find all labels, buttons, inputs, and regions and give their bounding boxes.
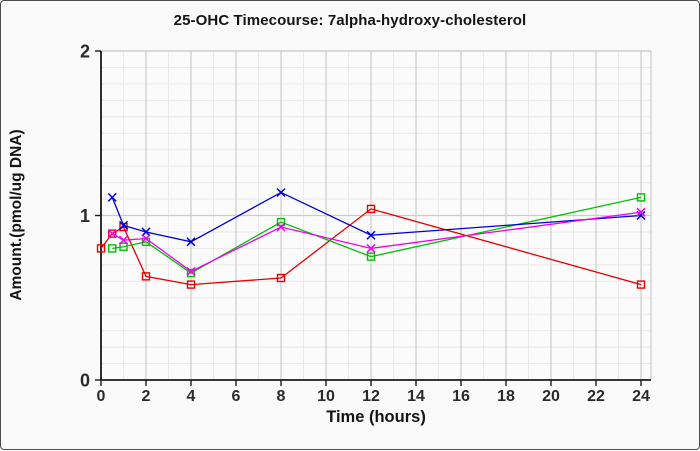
marker-x-magenta-x [276, 222, 286, 232]
x-tick-label: 24 [632, 388, 650, 405]
marker-square-green-squares [119, 242, 128, 251]
x-tick-label: 10 [317, 388, 335, 405]
y-tick-label: 1 [80, 206, 90, 226]
x-tick-label: 22 [587, 388, 605, 405]
x-tick-label: 16 [452, 388, 470, 405]
marker-x-magenta-x [118, 235, 129, 245]
x-tick-label: 18 [497, 388, 515, 405]
marker-x-magenta-x [107, 229, 117, 239]
marker-square-green-squares [636, 193, 646, 202]
marker-square-red-squares [141, 272, 151, 281]
chart-title: 25-OHC Timecourse: 7alpha-hydroxy-choles… [173, 12, 527, 29]
marker-x-blue-x [141, 227, 151, 237]
x-tick-label: 2 [142, 388, 151, 405]
marker-square-green-squares [108, 244, 117, 253]
x-tick-label: 0 [97, 388, 106, 405]
y-tick-label: 0 [80, 371, 90, 391]
marker-x-blue-x [118, 220, 129, 230]
x-tick-label: 6 [232, 388, 241, 405]
marker-x-blue-x [107, 192, 117, 202]
marker-square-red-squares [108, 229, 117, 238]
marker-square-red-squares [96, 244, 106, 253]
marker-square-red-squares [636, 280, 646, 289]
x-axis-label: Time (hours) [326, 408, 426, 426]
x-tick-label: 20 [542, 388, 560, 405]
marker-x-blue-x [636, 210, 646, 221]
marker-square-green-squares [366, 252, 376, 261]
marker-x-blue-x [276, 187, 286, 198]
marker-x-magenta-x [636, 207, 646, 217]
marker-x-magenta-x [186, 266, 196, 276]
x-tick-label: 8 [277, 388, 286, 405]
marker-x-blue-x [366, 230, 376, 240]
x-tick-label: 4 [187, 388, 196, 405]
x-tick-label: 12 [362, 388, 380, 405]
marker-square-red-squares [186, 280, 196, 289]
marker-x-blue-x [186, 237, 196, 247]
marker-square-red-squares [276, 273, 286, 283]
marker-square-green-squares [276, 217, 286, 227]
marker-x-magenta-x [366, 243, 376, 253]
marker-square-red-squares [366, 204, 376, 214]
marker-x-magenta-x [141, 233, 151, 244]
x-tick-label: 14 [407, 388, 425, 405]
marker-square-green-squares [186, 268, 196, 278]
series-line-green-squares [112, 196, 642, 274]
y-tick-label: 2 [80, 42, 90, 62]
